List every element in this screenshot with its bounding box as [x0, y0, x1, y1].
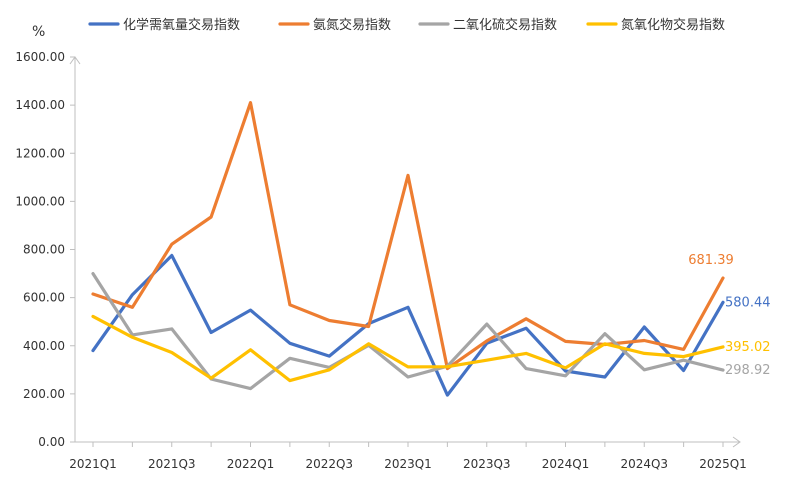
x-axis-arrow	[732, 436, 741, 448]
legend-label: 氮氧化物交易指数	[621, 17, 725, 33]
legend-item-1: 化学需氧量交易指数	[88, 17, 240, 33]
end-label-4: 395.02	[725, 340, 771, 355]
y-tick-label: 1000.00	[15, 194, 65, 208]
series-line-4	[91, 314, 725, 383]
series-line-1	[91, 253, 725, 397]
x-tick-label: 2024Q1	[542, 457, 590, 471]
series-line-2	[91, 101, 725, 371]
legend: 化学需氧量交易指数 氨氮交易指数 二氧化硫交易指数 氮氧化物交易指数	[88, 17, 725, 33]
series-lines	[91, 101, 725, 397]
y-tick-label: 1400.00	[15, 98, 65, 112]
series-line-3	[91, 272, 725, 391]
x-tick-label: 2021Q3	[148, 457, 196, 471]
legend-label: 化学需氧量交易指数	[123, 17, 240, 33]
legend-item-2: 氨氮交易指数	[278, 17, 391, 33]
axes: 0.00 200.00 400.00 600.00 800.00 1000.00 1200.…	[15, 50, 746, 471]
y-tick-label: 400.00	[23, 339, 65, 353]
y-tick-label: 800.00	[23, 243, 65, 257]
legend-label: 二氧化硫交易指数	[453, 17, 557, 33]
legend-label: 氨氮交易指数	[313, 17, 391, 33]
x-tick-label: 2021Q1	[69, 457, 117, 471]
y-tick-label: 600.00	[23, 291, 65, 305]
x-tick-label: 2023Q1	[384, 457, 432, 471]
y-tick-label: 0.00	[38, 435, 65, 449]
legend-item-4: 氮氧化物交易指数	[586, 17, 725, 33]
y-unit-label: %	[32, 24, 45, 40]
x-tick-label: 2025Q1	[699, 457, 747, 471]
x-tick-label: 2024Q3	[620, 457, 668, 471]
x-tick-label: 2022Q3	[305, 457, 353, 471]
y-tick-label: 1200.00	[15, 146, 65, 160]
end-label-3: 298.92	[725, 363, 771, 378]
end-labels: 580.44 681.39 298.92 395.02	[688, 253, 770, 378]
x-tick-label: 2022Q1	[227, 457, 275, 471]
x-tick-label: 2023Q3	[463, 457, 511, 471]
legend-item-3: 二氧化硫交易指数	[418, 17, 557, 33]
y-tick-label: 1600.00	[15, 50, 65, 64]
y-tick-label: 200.00	[23, 387, 65, 401]
end-label-1: 580.44	[725, 295, 771, 310]
end-label-2: 681.39	[688, 253, 734, 268]
